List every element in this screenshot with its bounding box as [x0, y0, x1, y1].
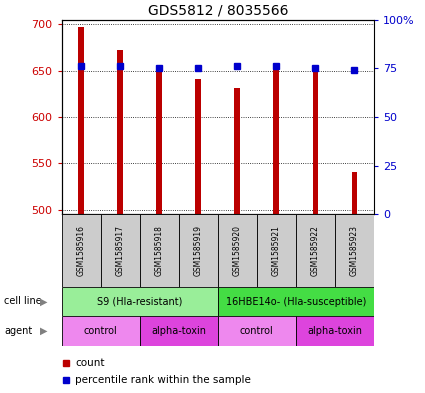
Text: control: control [240, 326, 274, 336]
Text: cell line: cell line [4, 296, 42, 307]
Bar [196, 79, 201, 214]
Text: GSM1585920: GSM1585920 [233, 225, 242, 276]
Text: 16HBE14o- (Hla-susceptible): 16HBE14o- (Hla-susceptible) [226, 297, 366, 307]
Bar [62, 316, 140, 346]
Text: ▶: ▶ [40, 296, 48, 307]
Text: GSM1585919: GSM1585919 [194, 225, 203, 276]
Bar [117, 50, 123, 214]
Text: GSM1585917: GSM1585917 [116, 225, 125, 276]
Bar [218, 214, 257, 287]
Bar [257, 214, 296, 287]
Text: GSM1585921: GSM1585921 [272, 225, 281, 276]
Bar [62, 214, 101, 287]
Bar [179, 214, 218, 287]
Text: GSM1585918: GSM1585918 [155, 225, 164, 276]
Text: alpha-toxin: alpha-toxin [151, 326, 206, 336]
Text: agent: agent [4, 326, 32, 336]
Text: percentile rank within the sample: percentile rank within the sample [75, 375, 251, 385]
Bar [156, 72, 162, 214]
Bar [140, 316, 218, 346]
Bar [312, 70, 318, 214]
Bar [218, 316, 296, 346]
Bar [296, 316, 374, 346]
Text: ▶: ▶ [40, 326, 48, 336]
Text: GSM1585922: GSM1585922 [311, 225, 320, 276]
Text: GSM1585916: GSM1585916 [76, 225, 86, 276]
Bar [296, 214, 335, 287]
Bar [218, 287, 374, 316]
Text: S9 (Hla-resistant): S9 (Hla-resistant) [97, 297, 182, 307]
Bar [101, 214, 140, 287]
Bar [335, 214, 374, 287]
Bar [78, 27, 84, 214]
Bar [235, 88, 240, 214]
Text: GSM1585923: GSM1585923 [350, 225, 359, 276]
Text: count: count [75, 358, 105, 367]
Text: alpha-toxin: alpha-toxin [307, 326, 363, 336]
Text: control: control [84, 326, 118, 336]
Title: GDS5812 / 8035566: GDS5812 / 8035566 [147, 3, 288, 17]
Bar [62, 287, 218, 316]
Bar [351, 172, 357, 214]
Bar [140, 214, 179, 287]
Bar [273, 68, 279, 214]
